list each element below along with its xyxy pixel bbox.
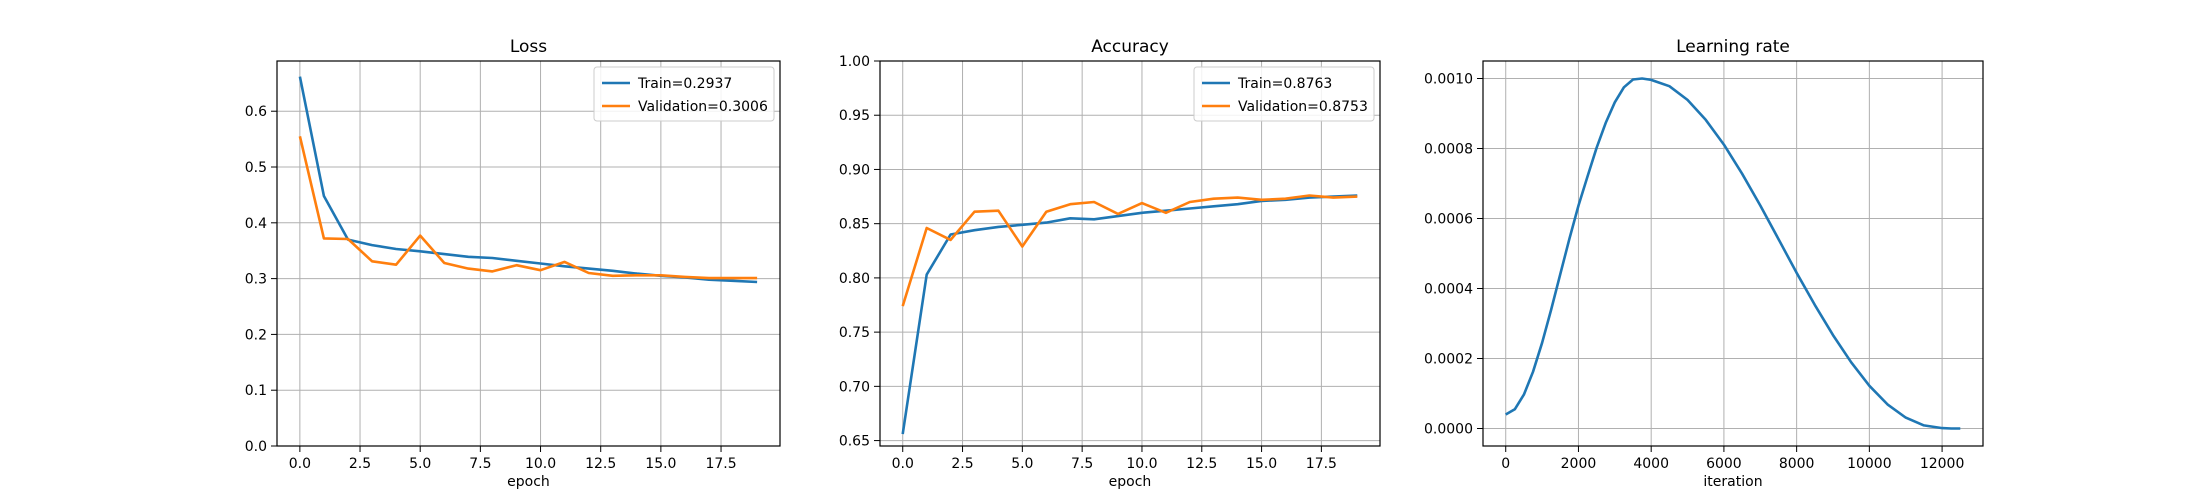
x-tick-label: 12.5 — [1186, 456, 1217, 472]
chart-title: Loss — [510, 37, 547, 57]
y-tick-label: 0.3 — [245, 272, 267, 288]
legend: Train=0.2937 Validation=0.3006 — [593, 66, 775, 122]
x-tick-label: 12000 — [1920, 456, 1965, 472]
legend: Train=0.8763 Validation=0.8753 — [1193, 66, 1375, 122]
x-tick-label: 15.0 — [645, 456, 676, 472]
y-tick-label: 1.00 — [839, 54, 870, 70]
x-tick-label: 0 — [1501, 456, 1510, 472]
y-tick-label: 0.70 — [839, 379, 870, 395]
x-tick-label: 7.5 — [1071, 456, 1093, 472]
y-tick-label: 0.65 — [839, 434, 870, 450]
legend-label: Train=0.2937 — [637, 76, 732, 92]
x-tick-label: 10.0 — [1126, 456, 1157, 472]
y-tick-label: 0.85 — [839, 217, 870, 233]
series-line-validation — [901, 194, 1358, 307]
y-tick-label: 0.1 — [245, 383, 267, 399]
y-tick-label: 0.6 — [245, 104, 267, 120]
x-tick-label: 5.0 — [1011, 456, 1033, 472]
x-tick-label: 8000 — [1779, 456, 1815, 472]
y-tick-label: 0.0006 — [1424, 212, 1473, 228]
x-tick-label: 17.5 — [705, 456, 736, 472]
y-tick-label: 0.5 — [245, 160, 267, 176]
gridlines — [277, 61, 780, 447]
x-tick-label: 0.0 — [289, 456, 311, 472]
y-tick-label: 0.0000 — [1424, 422, 1473, 438]
series-line-train — [901, 194, 1358, 435]
x-tick-label: 4000 — [1633, 456, 1669, 472]
loss-chart: 0.0 2.5 5.0 7.5 10.0 12.5 15.0 17.5 0.0 0.1 0.2 0.3… — [245, 37, 781, 490]
axes-frame — [879, 60, 1381, 447]
x-tick-label: 2.5 — [951, 456, 973, 472]
legend-label: Validation=0.3006 — [638, 99, 768, 115]
accuracy-chart: 0.0 2.5 5.0 7.5 10.0 12.5 15.0 17.5 0.65 0.70 0.75… — [839, 37, 1381, 490]
x-tick-label: 12.5 — [585, 456, 616, 472]
y-tick-label: 0.80 — [839, 271, 870, 287]
legend-box — [593, 66, 775, 122]
legend-label: Train=0.8763 — [1237, 76, 1332, 92]
y-tick-label: 0.0 — [245, 439, 267, 455]
x-axis-label: iteration — [1703, 474, 1762, 490]
chart-title: Accuracy — [1091, 37, 1169, 57]
y-tick-label: 0.75 — [839, 325, 870, 341]
gridlines — [1483, 61, 1983, 446]
x-tick-label: 2.5 — [349, 456, 371, 472]
y-tick-label: 0.2 — [245, 327, 267, 343]
y-tick-label: 0.90 — [839, 162, 870, 178]
y-tick-label: 0.0004 — [1424, 282, 1473, 298]
y-tick-label: 0.0010 — [1424, 72, 1473, 88]
series-line-validation — [298, 136, 758, 280]
x-tick-label: 17.5 — [1306, 456, 1337, 472]
axes-frame — [276, 60, 781, 447]
y-tick-label: 0.0008 — [1424, 142, 1473, 158]
x-tick-label: 7.5 — [469, 456, 491, 472]
x-tick-label: 6000 — [1706, 456, 1742, 472]
legend-label: Validation=0.8753 — [1238, 99, 1368, 115]
learning-rate-chart: 0 2000 4000 6000 8000 10000 12000 0.0000 0.0002 0… — [1424, 37, 1984, 490]
axes-frame — [1482, 60, 1984, 447]
x-tick-label: 15.0 — [1246, 456, 1277, 472]
series-line-train — [1505, 77, 1961, 430]
y-tick-label: 0.4 — [245, 216, 267, 232]
y-tick-label: 0.0002 — [1424, 352, 1473, 368]
x-tick-label: 0.0 — [892, 456, 914, 472]
y-tick-label: 0.95 — [839, 108, 870, 124]
x-tick-label: 10000 — [1847, 456, 1892, 472]
x-tick-label: 5.0 — [409, 456, 431, 472]
chart-title: Learning rate — [1676, 37, 1790, 57]
legend-box — [1193, 66, 1375, 122]
x-tick-label: 2000 — [1561, 456, 1597, 472]
x-tick-label: 10.0 — [525, 456, 556, 472]
x-axis-label: epoch — [507, 474, 550, 490]
x-axis-label: epoch — [1109, 474, 1152, 490]
